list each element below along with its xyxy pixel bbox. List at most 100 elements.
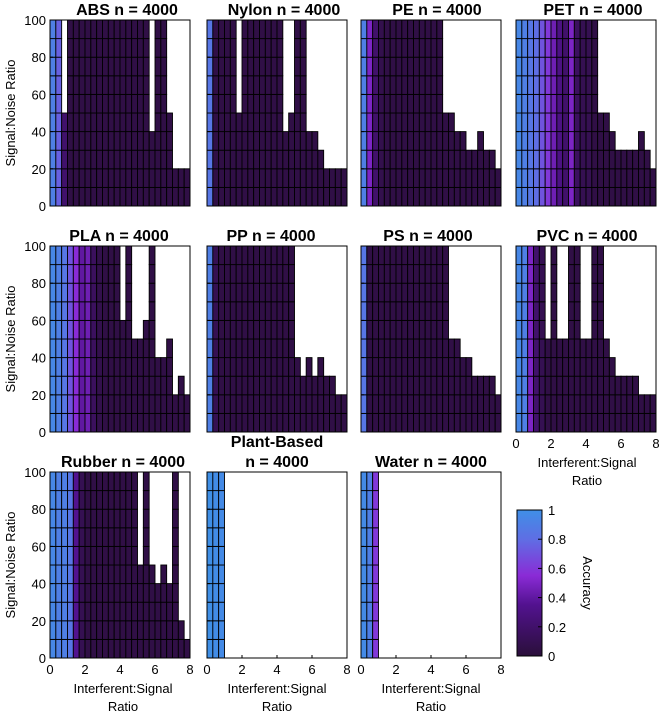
heatmap-cell: [107, 583, 115, 603]
heatmap-cell: [573, 168, 581, 188]
heatmap-cell: [270, 301, 278, 321]
heatmap-cell: [317, 149, 325, 170]
heatmap-cell: [102, 564, 109, 585]
heatmap-cell: [413, 168, 420, 188]
heatmap-cell: [78, 282, 86, 303]
heatmap-cell: [477, 412, 484, 433]
y-tick-label: 60: [32, 313, 46, 328]
heatmap-cell: [550, 319, 558, 340]
heatmap-cell: [72, 583, 80, 603]
heatmap-cell: [84, 471, 92, 492]
heatmap-cell: [67, 168, 74, 188]
x-axis-label-plant-line1: Interferent:Signal: [227, 681, 326, 696]
heatmap-cell: [573, 338, 581, 359]
x-tick-label: 6: [462, 662, 469, 677]
heatmap-cell: [102, 412, 109, 433]
heatmap-cell: [366, 168, 374, 188]
heatmap-cell: [55, 131, 63, 151]
heatmap-cell: [294, 38, 301, 58]
heatmap-cell: [84, 601, 92, 622]
heatmap-cell: [218, 131, 225, 151]
heatmap-cell: [442, 245, 449, 266]
heatmap-cell: [137, 375, 144, 396]
heatmap-cell: [550, 56, 558, 77]
heatmap-cell: [395, 75, 403, 95]
heatmap-cell: [160, 583, 168, 603]
heatmap-cell: [183, 168, 191, 188]
heatmap-cell: [49, 412, 57, 433]
heatmap-cell: [241, 375, 249, 396]
heatmap-cell: [107, 490, 115, 510]
heatmap-cell: [206, 601, 214, 622]
heatmap-cell: [383, 93, 391, 114]
heatmap-cell: [389, 112, 397, 133]
heatmap-cell: [90, 149, 98, 170]
heatmap-cell: [137, 112, 144, 133]
heatmap-cell: [395, 93, 403, 114]
heatmap-cell: [418, 301, 426, 321]
heatmap-cell: [148, 149, 156, 170]
heatmap-cell: [597, 394, 604, 414]
heatmap-cell: [544, 168, 552, 188]
heatmap-cell: [229, 56, 237, 77]
heatmap-cell: [55, 527, 63, 547]
heatmap-cell: [360, 601, 368, 622]
heatmap-cell: [107, 527, 115, 547]
heatmap-cell: [84, 38, 92, 58]
heatmap-cell: [84, 168, 92, 188]
heatmap-cell: [299, 412, 307, 433]
heatmap-cell: [305, 394, 313, 414]
heatmap-cell: [360, 93, 368, 114]
heatmap-cell: [383, 375, 391, 396]
heatmap-cell: [442, 131, 449, 151]
heatmap-cell: [603, 168, 610, 188]
heatmap-cell: [224, 264, 231, 284]
heatmap-cell: [366, 186, 374, 207]
heatmap-cell: [218, 19, 225, 40]
x-tick-label: 4: [582, 436, 589, 451]
heatmap-cell: [538, 357, 546, 377]
heatmap-cell: [61, 601, 68, 622]
heatmap-cell: [90, 471, 98, 492]
heatmap-cell: [407, 357, 414, 377]
heatmap-cell: [247, 19, 255, 40]
heatmap-cell: [125, 638, 133, 659]
heatmap-cell: [430, 56, 438, 77]
heatmap-cell: [55, 93, 63, 114]
heatmap-cell: [372, 282, 379, 303]
heatmap-cell: [72, 282, 80, 303]
heatmap-cell: [407, 93, 414, 114]
heatmap-cell: [131, 186, 138, 207]
y-axis-label-row1: Signal:Noise Ratio: [3, 60, 18, 167]
heatmap-cell: [383, 319, 391, 340]
heatmap-cell: [49, 19, 57, 40]
heatmap-cell: [212, 583, 220, 603]
heatmap-cell: [366, 112, 374, 133]
heatmap-cell: [154, 394, 162, 414]
heatmap-cell: [597, 412, 604, 433]
heatmap-cell: [55, 490, 63, 510]
heatmap-cell: [90, 168, 98, 188]
heatmap-cell: [264, 131, 272, 151]
heatmap-cell: [55, 186, 63, 207]
heatmap-cell: [107, 264, 115, 284]
heatmap-cell: [270, 357, 278, 377]
heatmap-cell: [218, 186, 225, 207]
heatmap-cell: [407, 338, 414, 359]
heatmap-cell: [154, 56, 162, 77]
heatmap-cell: [395, 149, 403, 170]
heatmap-cell: [113, 112, 121, 133]
heatmap-cell: [383, 357, 391, 377]
y-axis-label-row2: Signal:Noise Ratio: [3, 286, 18, 393]
heatmap-cell: [585, 38, 593, 58]
heatmap-cell: [305, 186, 313, 207]
heatmap-cell: [119, 75, 127, 95]
heatmap-cell: [465, 186, 473, 207]
heatmap-cell: [424, 112, 432, 133]
heatmap-cell: [154, 412, 162, 433]
heatmap-cell: [154, 93, 162, 114]
heatmap-cell: [125, 264, 133, 284]
heatmap-cell: [172, 583, 179, 603]
heatmap-cell: [131, 149, 138, 170]
